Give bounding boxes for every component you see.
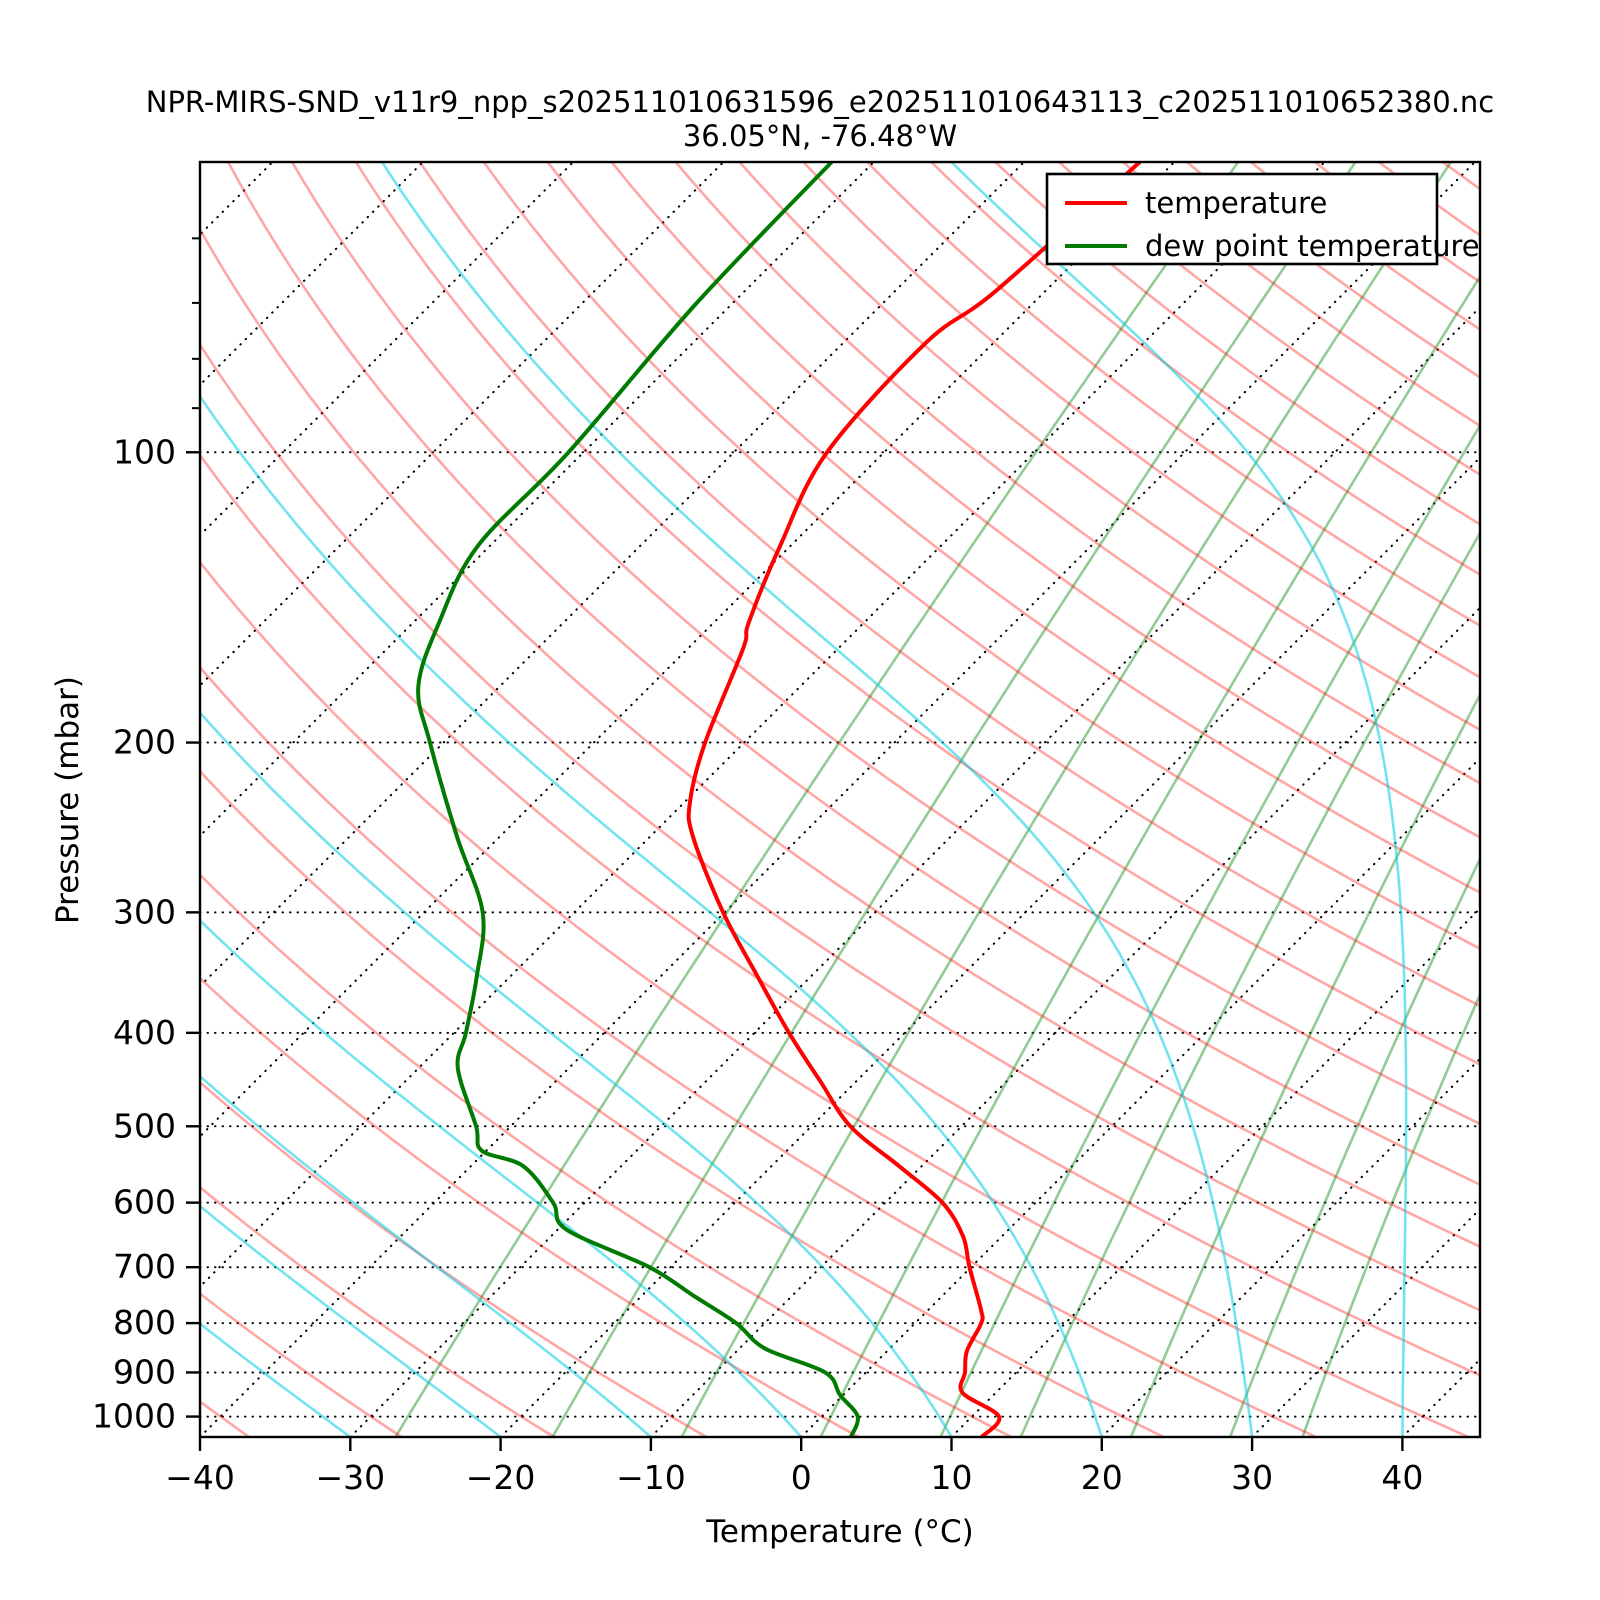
pressure-tick-label-500: 500 xyxy=(113,1106,176,1145)
temperature-curve xyxy=(686,162,1142,1437)
moist-adiabat-10C xyxy=(200,710,953,1437)
plot-frame xyxy=(198,160,1482,1439)
mixing-ratio-lines xyxy=(394,162,1480,1437)
isotherm--80C xyxy=(200,162,875,838)
dry-adiabat--20C xyxy=(200,1185,555,1437)
isotherm--10C xyxy=(649,606,1480,1437)
dry-adiabat-220C xyxy=(1122,162,1480,428)
dry-adiabat-lines xyxy=(200,162,1600,1437)
dry-adiabat-130C xyxy=(546,162,1480,895)
dry-adiabat-210C xyxy=(1058,162,1480,477)
temperature-tick-label-30: 30 xyxy=(1231,1458,1273,1497)
chart-subtitle: 36.05°N, -76.48°W xyxy=(683,119,957,153)
dry-adiabat-140C xyxy=(610,162,1480,839)
legend: temperature dew point temperature xyxy=(1045,172,1480,266)
dry-adiabat-40C xyxy=(200,560,1469,1437)
dry-adiabat-190C xyxy=(930,162,1480,577)
moist-adiabat-20C xyxy=(200,394,1104,1437)
pressure-tick-label-600: 600 xyxy=(113,1183,176,1222)
dry-adiabat-0C xyxy=(200,976,860,1437)
moist-adiabat--20C xyxy=(200,1204,502,1437)
dry-adiabat-160C xyxy=(738,162,1480,732)
dry-adiabat-280C xyxy=(1507,162,1600,1437)
legend-label-temperature: temperature xyxy=(1145,186,1327,220)
moist-adiabat-lines xyxy=(200,162,1600,1437)
pressure-tick-label-200: 200 xyxy=(113,723,176,762)
isotherm-0C xyxy=(800,756,1480,1437)
dry-adiabat-110C xyxy=(418,162,1480,1008)
dry-adiabat-200C xyxy=(994,162,1480,526)
mixing-ratio-line-1g-kg xyxy=(551,162,1357,1437)
dry-adiabat-170C xyxy=(802,162,1480,679)
dry-adiabat-30C xyxy=(200,665,1317,1437)
legend-label-dew-point: dew point temperature xyxy=(1145,229,1480,263)
isotherm--90C xyxy=(200,162,725,687)
isotherm--120C xyxy=(200,162,274,237)
temperature-tick-label--20: −20 xyxy=(466,1458,536,1497)
pressure-tick-label-900: 900 xyxy=(113,1352,176,1391)
isotherm-10C xyxy=(950,907,1480,1437)
mixing-ratio-line-4g-kg xyxy=(819,274,1480,1437)
dry-adiabat-250C xyxy=(1314,162,1480,284)
mixing-ratio-line-2g-kg xyxy=(680,162,1452,1437)
temperature-tick-label-0: 0 xyxy=(791,1458,812,1497)
temperature-tick-label-40: 40 xyxy=(1381,1458,1423,1497)
x-axis-label: Temperature (°C) xyxy=(705,1514,974,1550)
sounding-curves xyxy=(416,162,1142,1437)
temperature-tick-label-20: 20 xyxy=(1081,1458,1123,1497)
isotherm-30C xyxy=(1251,1207,1480,1437)
mixing-ratio-line-7g-kg xyxy=(939,422,1480,1437)
temperature-tick-label--30: −30 xyxy=(315,1458,385,1497)
temperature-axis-ticks: −40 −30 −20 −10 0 10 20 30 40 xyxy=(165,1437,1423,1497)
pressure-tick-label-800: 800 xyxy=(113,1303,176,1342)
dew-point-temperature-curve xyxy=(416,162,860,1437)
dry-adiabat-20C xyxy=(200,769,1165,1437)
pressure-tick-label-700: 700 xyxy=(113,1247,176,1286)
pressure-tick-label-100: 100 xyxy=(113,432,176,471)
dry-adiabat-120C xyxy=(482,162,1480,951)
dry-adiabat--40C xyxy=(200,1400,250,1437)
dry-adiabat-270C xyxy=(1441,162,1480,191)
dry-adiabat-10C xyxy=(200,873,1012,1437)
moist-adiabat-40C xyxy=(950,162,1408,1437)
moist-adiabat--10C xyxy=(200,1074,652,1437)
isotherm--20C xyxy=(499,456,1480,1437)
dry-adiabat-180C xyxy=(866,162,1480,628)
dry-adiabat-70C xyxy=(200,226,1480,1249)
moist-adiabat-50C xyxy=(1553,162,1600,1437)
pressure-tick-label-400: 400 xyxy=(113,1013,176,1052)
isotherm--40C xyxy=(200,162,1476,1437)
isotherm--50C xyxy=(200,162,1326,1289)
mixing-ratio-line-0.4g-kg xyxy=(394,162,1240,1437)
dry-adiabat-100C xyxy=(354,162,1480,1066)
dry-adiabat-80C xyxy=(226,162,1480,1187)
dry-adiabat-90C xyxy=(290,162,1480,1126)
isotherm-20C xyxy=(1100,1057,1480,1437)
moist-adiabat-30C xyxy=(380,162,1254,1437)
pressure-axis-ticks: 100 200 300 400 500 600 700 800 900 1000 xyxy=(92,237,200,1436)
isobar-gridlines xyxy=(200,451,1480,1418)
isotherm--60C xyxy=(200,162,1176,1138)
moist-adiabat-0C xyxy=(200,918,803,1437)
dry-adiabat-230C xyxy=(1186,162,1480,379)
mixing-ratio-line-24g-kg xyxy=(1228,855,1480,1437)
temperature-tick-label--10: −10 xyxy=(616,1458,686,1497)
y-axis-label: Pressure (mbar) xyxy=(50,676,86,924)
mixing-ratio-line-16g-kg xyxy=(1129,691,1480,1437)
dry-adiabat-60C xyxy=(200,342,1480,1312)
temperature-tick-label--40: −40 xyxy=(165,1458,235,1497)
moist-adiabat--40C xyxy=(200,1435,201,1437)
temperature-tick-label-10: 10 xyxy=(931,1458,973,1497)
mixing-ratio-line-32g-kg xyxy=(1301,991,1480,1437)
chart-title: NPR-MIRS-SND_v11r9_npp_s202511010631596_… xyxy=(146,85,1495,119)
legend-box xyxy=(1045,172,1439,266)
pressure-tick-label-1000: 1000 xyxy=(92,1397,176,1436)
pressure-tick-label-300: 300 xyxy=(113,892,176,931)
dry-adiabat-50C xyxy=(200,452,1480,1377)
mixing-ratio-line-10g-kg xyxy=(1019,530,1480,1437)
dry-adiabat-150C xyxy=(674,162,1480,785)
dry-adiabat--10C xyxy=(200,1080,708,1437)
